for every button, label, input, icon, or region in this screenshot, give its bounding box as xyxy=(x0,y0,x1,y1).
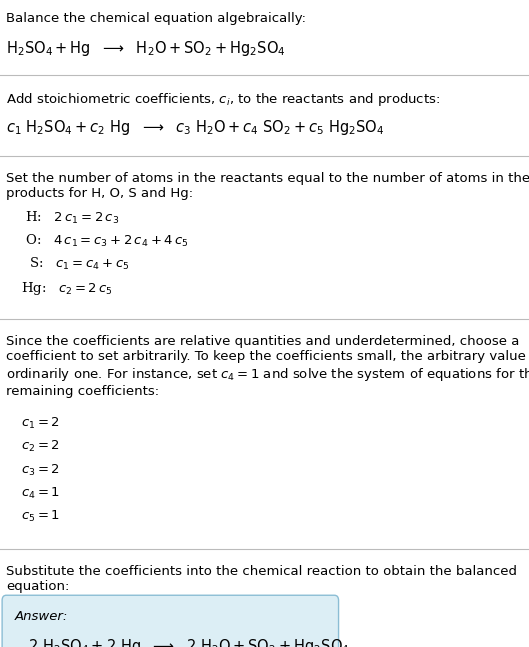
Text: Hg:   $c_2 = 2\,c_5$: Hg: $c_2 = 2\,c_5$ xyxy=(21,280,113,296)
Text: Add stoichiometric coefficients, $c_i$, to the reactants and products:: Add stoichiometric coefficients, $c_i$, … xyxy=(6,91,441,108)
Text: H:   $2\,c_1 = 2\,c_3$: H: $2\,c_1 = 2\,c_3$ xyxy=(21,210,120,226)
Text: Set the number of atoms in the reactants equal to the number of atoms in the
pro: Set the number of atoms in the reactants… xyxy=(6,172,529,200)
Text: $c_3 = 2$: $c_3 = 2$ xyxy=(21,463,60,477)
Text: $c_5 = 1$: $c_5 = 1$ xyxy=(21,509,60,524)
Text: $c_1\ \mathrm{H_2SO_4} + c_2\ \mathrm{Hg}\ \ \longrightarrow\ \ c_3\ \mathrm{H_2: $c_1\ \mathrm{H_2SO_4} + c_2\ \mathrm{Hg… xyxy=(6,118,385,137)
Text: $2\ \mathrm{H_2SO_4} + 2\ \mathrm{Hg}\ \ \longrightarrow\ \ 2\ \mathrm{H_2O} + \: $2\ \mathrm{H_2SO_4} + 2\ \mathrm{Hg}\ \… xyxy=(28,637,349,647)
Text: $\mathrm{H_2SO_4 + Hg}\ \ \longrightarrow\ \ \mathrm{H_2O + SO_2 + Hg_2SO_4}$: $\mathrm{H_2SO_4 + Hg}\ \ \longrightarro… xyxy=(6,39,286,58)
Text: $c_4 = 1$: $c_4 = 1$ xyxy=(21,486,60,501)
Text: S:   $c_1 = c_4 + c_5$: S: $c_1 = c_4 + c_5$ xyxy=(21,256,130,272)
Text: $c_2 = 2$: $c_2 = 2$ xyxy=(21,439,60,454)
Text: O:   $4\,c_1 = c_3 + 2\,c_4 + 4\,c_5$: O: $4\,c_1 = c_3 + 2\,c_4 + 4\,c_5$ xyxy=(21,233,189,249)
Text: $c_1 = 2$: $c_1 = 2$ xyxy=(21,416,60,431)
Text: Since the coefficients are relative quantities and underdetermined, choose a
coe: Since the coefficients are relative quan… xyxy=(6,335,529,397)
Text: Balance the chemical equation algebraically:: Balance the chemical equation algebraica… xyxy=(6,12,306,25)
FancyBboxPatch shape xyxy=(2,595,339,647)
Text: Substitute the coefficients into the chemical reaction to obtain the balanced
eq: Substitute the coefficients into the che… xyxy=(6,565,517,593)
Text: Answer:: Answer: xyxy=(14,610,68,623)
